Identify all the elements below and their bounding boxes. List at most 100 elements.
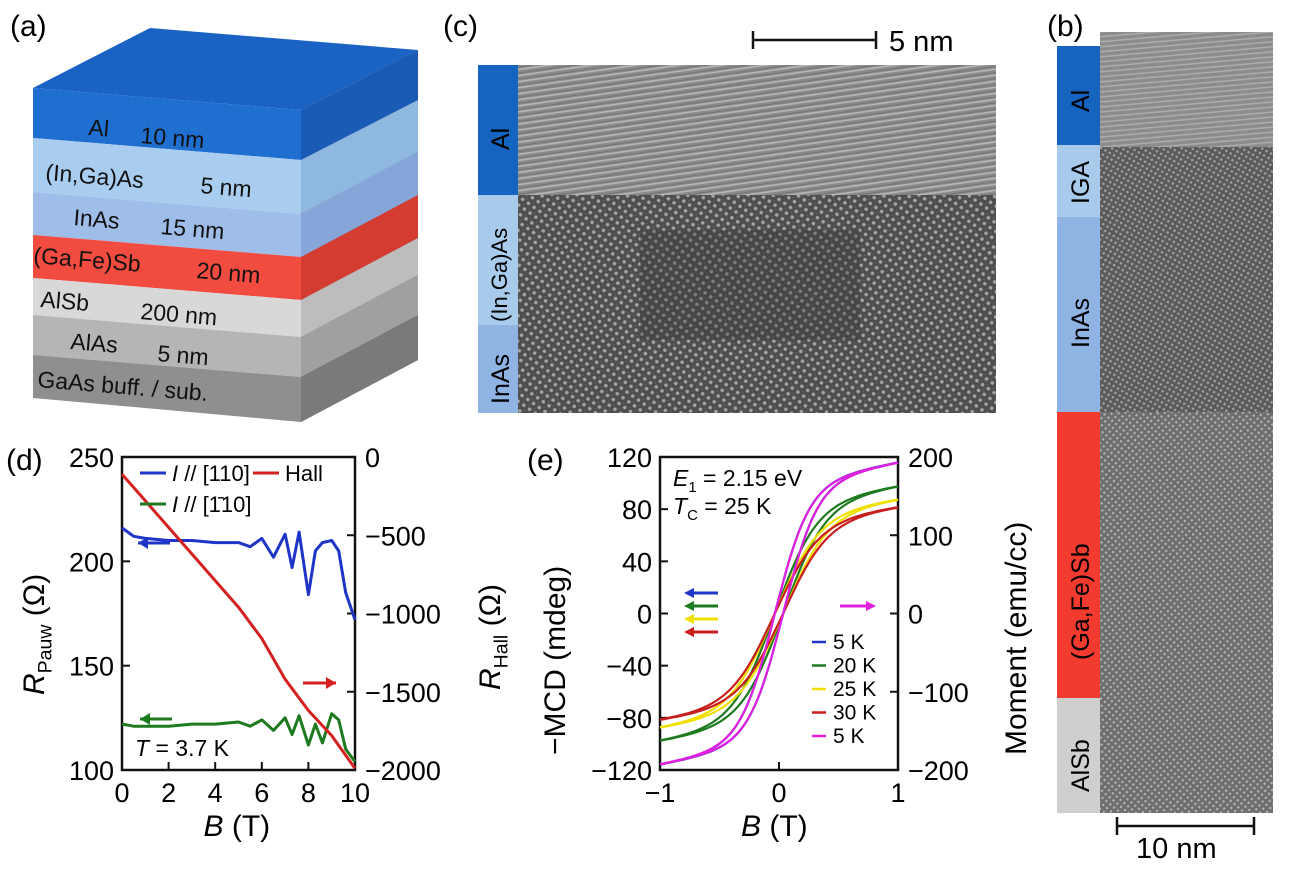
y-tick-label-e: 120 <box>607 443 652 473</box>
y2-tick-label-e: 200 <box>908 443 953 473</box>
x-tick-label-d: 0 <box>114 778 129 808</box>
strip-c-inga-as <box>478 195 518 325</box>
strip-c-inas <box>478 325 518 413</box>
x-tick-label-d: 6 <box>254 778 269 808</box>
arrow-red-d-head <box>326 677 336 689</box>
x-tick-label-e: 0 <box>771 778 786 808</box>
series-line-d-2 <box>120 473 357 770</box>
layer-stack: Al 10 nm (In,Ga)As 5 nm InAs 15 nm (Ga,F… <box>33 28 418 422</box>
annotation-e-tc: TC = 25 K <box>673 493 772 524</box>
x-tick-label-d: 8 <box>301 778 316 808</box>
scale-bar-c <box>751 31 878 49</box>
y2-tick-label-e: −200 <box>908 756 969 786</box>
y2-tick-label-e: −100 <box>908 678 969 708</box>
layer-inga-as <box>33 138 301 214</box>
scale-bar-b-label: 10 nm <box>1136 833 1217 865</box>
x-axis-label-d: B (T) <box>204 810 271 843</box>
strip-b-al <box>1057 46 1100 145</box>
strip-b-label-ga-fe-sb: (Ga,Fe)Sb <box>1067 543 1095 660</box>
tem-image-c: Al (In,Ga)As InAs 5 nm <box>478 26 996 413</box>
series-loop-e-3-0 <box>659 506 899 721</box>
strip-c-al <box>478 65 518 195</box>
strip-c-label-inas: InAs <box>487 354 515 404</box>
layer-thick-alas: 5 nm <box>157 340 210 370</box>
scale-bar-c-label: 5 nm <box>889 26 953 58</box>
layer-label-alas: AlAs <box>70 328 119 358</box>
y2-tick-label-d: 0 <box>365 443 380 473</box>
scale-bar-b <box>1115 817 1256 835</box>
legend-label-e-4: 5 K <box>833 725 865 748</box>
y-axis-label-e: −MCD (mdeg) <box>539 566 572 755</box>
y2-tick-label-e: 0 <box>908 600 923 630</box>
strip-c-label-al: Al <box>487 128 515 150</box>
arrow-left-e-head-0 <box>684 588 694 598</box>
legend-label-e-0: 5 K <box>833 631 865 654</box>
chart-d: 0 2 4 6 8 10 100 150 200 250 −2000 −1500 −1000 −500 0 B… <box>18 443 513 843</box>
x-tick-label-e: 1 <box>890 778 905 808</box>
layer-thick-inga-as: 5 nm <box>200 172 253 202</box>
strip-b-ga-fe-sb <box>1057 412 1100 698</box>
chart-e: −1 0 1 −120 −80 −40 0 40 80 120 −200 −100 0 100 200 B (… <box>539 443 1033 843</box>
annotation-d: T = 3.7 K <box>135 735 230 761</box>
layer-thick-ga-fe-sb: 20 nm <box>196 257 262 288</box>
y-tick-label-d: 250 <box>69 443 114 473</box>
x-tick-label-e: −1 <box>645 778 676 808</box>
series-loop-e-4-1 <box>659 461 899 766</box>
strip-c-label-inga-as: (In,Ga)As <box>487 228 512 322</box>
y-tick-label-e: −80 <box>606 704 652 734</box>
stack-top-face <box>33 28 418 110</box>
y2-tick-label-d: −1000 <box>365 600 441 630</box>
layer-thick-al: 10 nm <box>140 122 206 153</box>
series-loop-e-4-0 <box>659 461 899 766</box>
arrow-left-e-head-3 <box>684 627 694 637</box>
legend-label-e-2: 25 K <box>833 678 876 701</box>
legend-label-e-1: 20 K <box>833 655 876 678</box>
layer-thick-alsb: 200 nm <box>140 298 219 330</box>
legend-label-d-0: I // [110] <box>172 461 250 486</box>
layer-inas <box>33 192 301 257</box>
strip-b-label-al: Al <box>1067 90 1095 112</box>
legend-label-d-2: Hall <box>285 461 323 486</box>
y-axis-label-d: RPauw (Ω) <box>18 574 57 695</box>
layer-label-al: Al <box>88 114 111 142</box>
y2-tick-label-d: −500 <box>365 521 426 551</box>
series-line-d-0 <box>121 526 357 621</box>
strip-b-label-iga: IGA <box>1067 161 1095 204</box>
layer-label-alsb: AlSb <box>40 286 91 316</box>
x-tick-label-d: 2 <box>161 778 176 808</box>
panel-label-e: (e) <box>527 444 564 477</box>
y-tick-label-d: 100 <box>69 756 114 786</box>
y-tick-label-e: 80 <box>622 495 652 525</box>
series-loop-e-3-1 <box>659 506 899 721</box>
strip-b-label-inas: InAs <box>1067 298 1095 348</box>
legend-label-e-3: 30 K <box>833 702 876 725</box>
layer-ga-fe-sb <box>33 235 301 300</box>
layer-thick-inas: 15 nm <box>160 213 226 244</box>
panel-label-c: (c) <box>443 10 478 43</box>
strip-b-inas <box>1057 217 1100 412</box>
y2-axis-label-d: RHall (Ω) <box>474 584 513 690</box>
arrow-left-e-head-1 <box>684 601 694 611</box>
annotation-e-energy: E1 = 2.15 eV <box>673 465 803 496</box>
y-tick-label-d: 150 <box>69 652 114 682</box>
panel-label-a: (a) <box>10 10 47 43</box>
y-tick-label-e: −40 <box>606 652 652 682</box>
strip-b-iga <box>1057 145 1100 217</box>
layer-gaas <box>33 355 301 422</box>
strip-b-label-alsb: AlSb <box>1067 739 1095 792</box>
y-tick-label-e: −120 <box>591 756 652 786</box>
y2-tick-label-d: −2000 <box>365 756 441 786</box>
layer-al <box>33 88 301 160</box>
tem-image-b: Al IGA InAs (Ga,Fe)Sb AlSb 10 nm <box>1057 32 1273 865</box>
panel-label-b: (b) <box>1047 10 1084 43</box>
x-tick-label-d: 10 <box>340 778 370 808</box>
y2-tick-label-e: 100 <box>908 521 953 551</box>
layer-label-inas: InAs <box>73 204 121 234</box>
panel-label-d: (d) <box>6 444 43 477</box>
arrow-green-d-head <box>140 713 150 725</box>
layer-alsb <box>33 278 301 337</box>
y-tick-label-e: 40 <box>622 547 652 577</box>
x-tick-label-d: 4 <box>208 778 223 808</box>
y-tick-label-e: 0 <box>637 600 652 630</box>
